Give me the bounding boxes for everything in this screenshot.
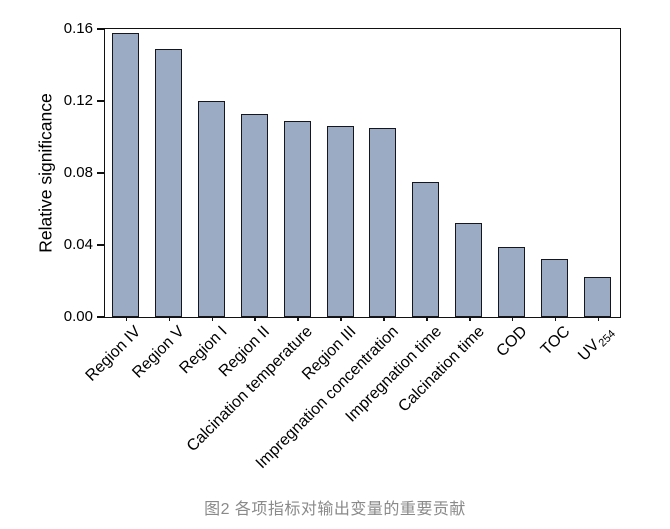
y-tick-label: 0.12	[63, 92, 93, 109]
x-axis-label-uv254: UV254	[575, 327, 618, 365]
x-tick	[297, 317, 299, 321]
x-tick	[211, 317, 214, 321]
x-tick	[383, 317, 385, 321]
x-tick	[254, 317, 256, 321]
x-tick	[554, 317, 557, 321]
bar-region-i	[197, 101, 225, 317]
y-tick	[97, 28, 105, 30]
bar-cod	[498, 246, 526, 317]
y-tick-label: 0.04	[63, 236, 93, 253]
bar-region-v	[154, 48, 182, 317]
y-tick-label: 0.16	[63, 20, 93, 37]
plot-area	[104, 28, 621, 318]
x-tick	[597, 317, 600, 321]
x-axis-label-toc: TOC	[537, 323, 574, 359]
bar-region-iii	[326, 126, 354, 317]
x-axis-label-subscript: 254	[596, 327, 618, 350]
y-tick	[97, 100, 105, 102]
bar-calcination-temperature	[283, 120, 311, 317]
x-axis-label-cod: COD	[493, 323, 531, 361]
x-tick	[426, 317, 428, 321]
x-tick	[125, 317, 128, 321]
bar-uv254	[584, 277, 612, 317]
y-tick	[97, 316, 105, 318]
bar-region-ii	[240, 113, 268, 317]
y-tick-label: 0.00	[63, 308, 93, 325]
figure-caption: 图2 各项指标对输出变量的重要贡献	[204, 501, 466, 518]
bar-toc	[541, 259, 569, 317]
y-tick-label: 0.08	[63, 164, 93, 181]
x-tick	[168, 317, 171, 321]
bar-calcination-time	[455, 223, 483, 317]
bar-impregnation-concentration	[369, 128, 397, 317]
y-tick	[97, 244, 105, 246]
bar-impregnation-time	[412, 182, 440, 317]
bar-region-iv	[111, 32, 139, 317]
x-tick	[469, 317, 471, 321]
y-tick	[97, 172, 105, 174]
x-tick	[511, 317, 514, 321]
x-tick	[340, 317, 342, 321]
